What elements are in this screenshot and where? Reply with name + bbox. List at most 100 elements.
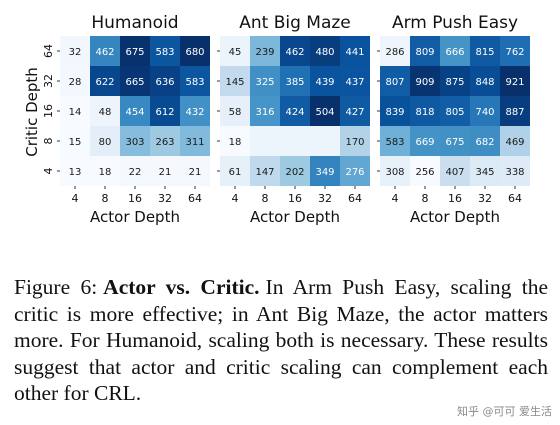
cell-value-label: 28 bbox=[69, 77, 82, 88]
cell-value-label: 504 bbox=[315, 107, 334, 118]
cell-value-label: 239 bbox=[255, 47, 274, 58]
heatmap-cell bbox=[310, 66, 340, 96]
heatmap-cell bbox=[90, 96, 120, 126]
cell-value-label: 22 bbox=[129, 167, 142, 178]
heatmap-cell bbox=[150, 156, 180, 186]
cell-value-label: 14 bbox=[69, 107, 82, 118]
cell-value-label: 15 bbox=[69, 137, 82, 148]
cell-value-label: 848 bbox=[475, 77, 494, 88]
cell-value-label: 462 bbox=[95, 47, 114, 58]
x-tick-label: 8 bbox=[262, 192, 269, 205]
heatmap-cell bbox=[340, 126, 370, 156]
watermark: 知乎 @可可 爱生活 bbox=[457, 405, 552, 418]
heatmap-cell bbox=[90, 36, 120, 66]
cell-value-label: 18 bbox=[99, 167, 112, 178]
heatmap-cell bbox=[120, 126, 150, 156]
cell-value-label: 839 bbox=[385, 107, 404, 118]
x-tick-label: 32 bbox=[318, 192, 332, 205]
heatmap-cell bbox=[340, 96, 370, 126]
cell-value-label: 480 bbox=[315, 47, 334, 58]
heatmap-cell bbox=[60, 66, 90, 96]
heatmap-cell bbox=[500, 36, 530, 66]
heatmap-cell bbox=[90, 66, 120, 96]
cell-value-label: 818 bbox=[415, 107, 434, 118]
heatmap-cell bbox=[380, 96, 410, 126]
heatmap-cell bbox=[380, 126, 410, 156]
heatmap-cell bbox=[380, 66, 410, 96]
cell-value-label: 276 bbox=[345, 167, 364, 178]
x-tick-label: 8 bbox=[422, 192, 429, 205]
cell-value-label: 316 bbox=[255, 107, 274, 118]
heatmap-cell bbox=[90, 156, 120, 186]
heatmap-cell bbox=[280, 156, 310, 186]
x-tick-label: 4 bbox=[392, 192, 399, 205]
panel-title: Ant Big Maze bbox=[239, 13, 351, 33]
cell-value-label: 437 bbox=[345, 77, 364, 88]
x-tick-label: 16 bbox=[288, 192, 302, 205]
heatmap-cell bbox=[180, 156, 210, 186]
heatmap-cell bbox=[280, 36, 310, 66]
cell-value-label: 815 bbox=[475, 47, 494, 58]
heatmap-cell bbox=[440, 126, 470, 156]
heatmap-cell bbox=[470, 96, 500, 126]
x-tick-label: 4 bbox=[232, 192, 239, 205]
heatmap-cell bbox=[310, 156, 340, 186]
heatmap-cell bbox=[380, 36, 410, 66]
cell-value-label: 80 bbox=[99, 137, 112, 148]
heatmap-cell bbox=[120, 156, 150, 186]
heatmap-cell bbox=[180, 36, 210, 66]
heatmap-cell bbox=[250, 156, 280, 186]
caption-text: In Arm Push Easy, scaling the critic is … bbox=[14, 275, 548, 405]
cell-value-label: 583 bbox=[185, 77, 204, 88]
heatmap-cell bbox=[310, 36, 340, 66]
heatmap-cell bbox=[150, 66, 180, 96]
cell-value-label: 13 bbox=[69, 167, 82, 178]
cell-value-label: 583 bbox=[385, 137, 404, 148]
heatmap-cell bbox=[280, 66, 310, 96]
heatmap-cell bbox=[280, 126, 310, 156]
x-tick-label: 8 bbox=[102, 192, 109, 205]
cell-value-label: 439 bbox=[315, 77, 334, 88]
cell-value-label: 680 bbox=[185, 47, 204, 58]
heatmap-cell bbox=[150, 36, 180, 66]
cell-value-label: 45 bbox=[229, 47, 242, 58]
cell-value-label: 325 bbox=[255, 77, 274, 88]
heatmap-cell bbox=[250, 96, 280, 126]
heatmap-cell bbox=[60, 126, 90, 156]
heatmap-cell bbox=[180, 96, 210, 126]
heatmap-cell bbox=[220, 126, 250, 156]
heatmap-cell bbox=[120, 36, 150, 66]
heatmap-cell bbox=[220, 156, 250, 186]
heatmap-cell bbox=[310, 126, 340, 156]
cell-value-label: 345 bbox=[475, 167, 494, 178]
x-tick-label: 64 bbox=[348, 192, 362, 205]
heatmap-cell bbox=[60, 36, 90, 66]
heatmap-cell bbox=[470, 156, 500, 186]
cell-value-label: 612 bbox=[155, 107, 174, 118]
heatmap-cell bbox=[60, 156, 90, 186]
cell-value-label: 675 bbox=[445, 137, 464, 148]
caption-label: Figure 6: bbox=[14, 275, 98, 299]
y-tick-label: 32 bbox=[42, 74, 55, 88]
critic-depth-axis-label: Critic Depth bbox=[23, 67, 41, 157]
y-tick-label: 8 bbox=[42, 138, 55, 145]
figure-caption: Figure 6: Actor vs. Critic. In Arm Push Ea… bbox=[14, 274, 548, 407]
cell-value-label: 740 bbox=[475, 107, 494, 118]
heatmap-cell bbox=[120, 96, 150, 126]
heatmap-cell bbox=[90, 126, 120, 156]
cell-value-label: 583 bbox=[155, 47, 174, 58]
cell-value-label: 308 bbox=[385, 167, 404, 178]
heatmap-cell bbox=[180, 126, 210, 156]
caption-bold-title: Actor vs. Critic. bbox=[103, 275, 260, 299]
heatmap-cell bbox=[220, 66, 250, 96]
heatmap-cell bbox=[340, 156, 370, 186]
heatmap-cell bbox=[500, 66, 530, 96]
cell-value-label: 875 bbox=[445, 77, 464, 88]
cell-value-label: 809 bbox=[415, 47, 434, 58]
heatmap-cell bbox=[410, 66, 440, 96]
heatmap-cell bbox=[500, 156, 530, 186]
cell-value-label: 762 bbox=[505, 47, 524, 58]
cell-value-label: 263 bbox=[155, 137, 174, 148]
panel-title: Humanoid bbox=[91, 13, 178, 33]
heatmap-cell bbox=[440, 156, 470, 186]
